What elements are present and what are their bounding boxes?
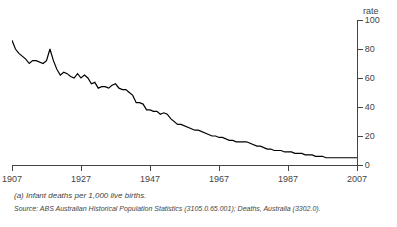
svg-text:1947: 1947	[140, 174, 160, 184]
svg-text:0: 0	[365, 160, 370, 170]
svg-text:rate: rate	[363, 6, 379, 16]
svg-text:20: 20	[365, 131, 375, 141]
svg-text:60: 60	[365, 73, 375, 83]
svg-text:(a) Infant deaths per 1,000 li: (a) Infant deaths per 1,000 live births.	[14, 191, 147, 200]
svg-text:40: 40	[365, 102, 375, 112]
svg-text:100: 100	[365, 15, 380, 25]
svg-text:Source: ABS Australian Histori: Source: ABS Australian Historical Popula…	[14, 205, 321, 213]
svg-text:80: 80	[365, 44, 375, 54]
svg-text:1987: 1987	[278, 174, 298, 184]
svg-text:1967: 1967	[209, 174, 229, 184]
svg-text:1907: 1907	[2, 174, 22, 184]
svg-text:1927: 1927	[71, 174, 91, 184]
svg-text:2007: 2007	[347, 174, 367, 184]
